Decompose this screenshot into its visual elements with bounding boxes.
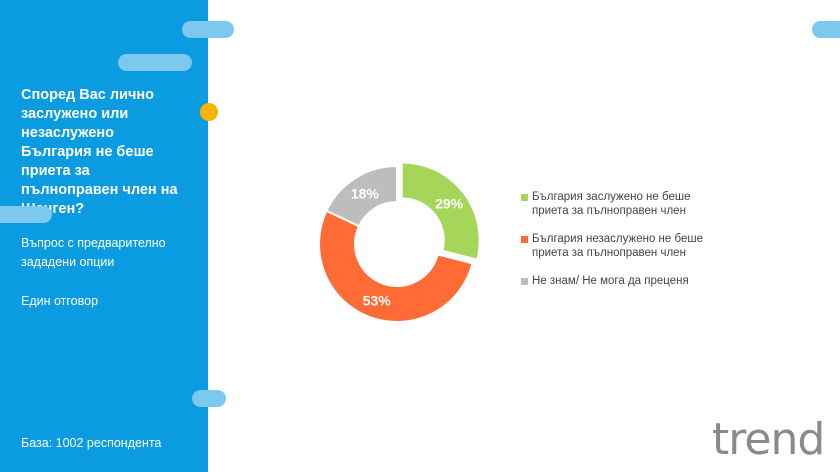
legend-item: Не знам/ Не мога да преценя [521,274,732,288]
data-label: 18% [351,185,380,201]
trend-logo: trend [712,414,825,465]
answer-mode: Един отговор [21,294,99,308]
decor-pill [0,206,52,223]
legend-item: България заслужено не беше приета за пъл… [521,190,732,218]
donut-slice [318,209,474,323]
donut-slice [400,161,481,261]
decor-pill [812,21,840,38]
decor-pill [118,54,192,71]
legend-swatch [521,278,528,285]
legend-label: България заслужено не беше приета за пъл… [532,191,691,217]
decor-pill [192,390,226,407]
question-type: Въпрос с предварително зададени опции [21,236,166,269]
decor-dot [200,103,218,121]
legend-swatch [521,194,528,201]
legend: България заслужено не беше приета за пъл… [521,190,732,302]
data-label: 53% [363,292,392,308]
legend-label: Не знам/ Не мога да преценя [532,275,689,287]
question-text: Според Вас лично заслужено или незаслуже… [21,87,178,217]
sidebar: Според Вас лично заслужено или незаслуже… [0,0,208,472]
donut-slice [325,164,398,228]
legend-item: България незаслужено не беше приета за п… [521,232,732,260]
legend-swatch [521,236,528,243]
legend-label: България незаслужено не беше приета за п… [532,233,703,259]
decor-pill [182,21,234,38]
base-text: База: 1002 респондента [21,436,162,450]
data-label: 29% [435,196,464,212]
